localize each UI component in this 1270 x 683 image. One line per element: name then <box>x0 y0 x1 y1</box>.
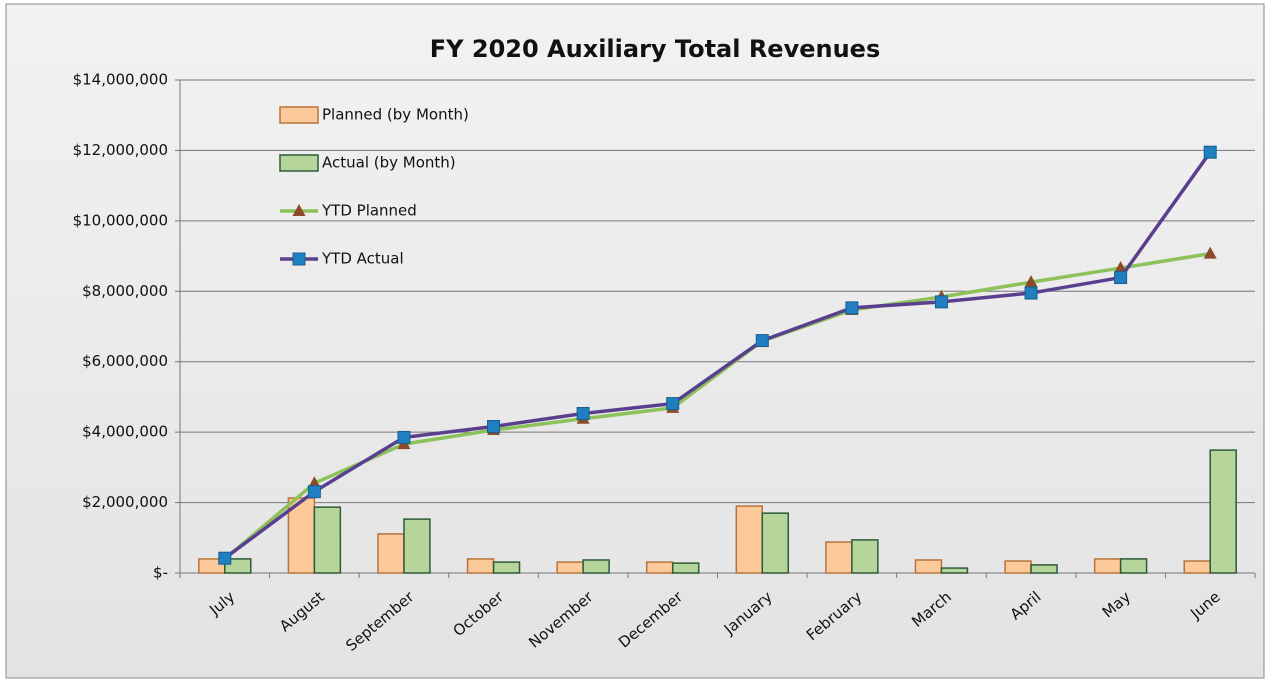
y-tick-label: $14,000,000 <box>73 71 168 89</box>
marker <box>934 295 948 309</box>
legend-label: YTD Planned <box>321 202 417 220</box>
bar <box>940 567 969 574</box>
legend-label: YTD Actual <box>321 250 404 268</box>
chart-frame <box>5 3 1265 679</box>
marker <box>1203 246 1217 259</box>
marker <box>292 204 306 216</box>
y-tick-label: $- <box>153 564 168 582</box>
bar <box>556 561 584 574</box>
line <box>223 151 1212 560</box>
bar <box>1030 564 1058 574</box>
marker <box>487 420 501 434</box>
bar <box>851 539 879 574</box>
marker <box>755 334 769 348</box>
marker <box>576 406 590 420</box>
bar <box>671 562 700 574</box>
bar <box>1093 558 1122 574</box>
y-tick-label: $10,000,000 <box>73 211 168 229</box>
bar <box>287 497 316 574</box>
bar <box>761 512 790 574</box>
marker <box>1203 145 1217 159</box>
y-tick-label: $4,000,000 <box>82 423 168 441</box>
bar <box>914 559 943 574</box>
marker <box>397 430 411 444</box>
bar <box>492 561 521 574</box>
bar <box>645 561 674 574</box>
legend-label: Actual (by Month) <box>322 154 456 172</box>
bar <box>1119 558 1148 574</box>
marker <box>307 485 321 499</box>
bar <box>377 533 405 574</box>
y-tick-label: $2,000,000 <box>82 493 168 511</box>
bar <box>466 558 495 574</box>
marker <box>1024 275 1038 288</box>
bar <box>582 559 610 574</box>
legend-swatch <box>279 154 319 172</box>
bar <box>735 505 764 574</box>
y-tick-label: $12,000,000 <box>73 141 168 159</box>
marker <box>666 397 680 411</box>
y-tick-label: $6,000,000 <box>82 352 168 370</box>
marker <box>218 551 232 565</box>
legend-swatch <box>279 106 319 124</box>
bar <box>1004 560 1032 574</box>
bar <box>825 541 853 574</box>
y-tick-label: $8,000,000 <box>82 282 168 300</box>
marker <box>845 301 859 315</box>
bar <box>1209 449 1237 574</box>
bar <box>1183 560 1211 574</box>
marker <box>1024 286 1038 300</box>
bar <box>403 518 431 574</box>
chart-title: FY 2020 Auxiliary Total Revenues <box>430 35 880 63</box>
bar <box>313 506 342 574</box>
line <box>223 251 1211 561</box>
marker <box>292 252 306 266</box>
legend-label: Planned (by Month) <box>322 106 469 124</box>
marker <box>1114 271 1128 285</box>
